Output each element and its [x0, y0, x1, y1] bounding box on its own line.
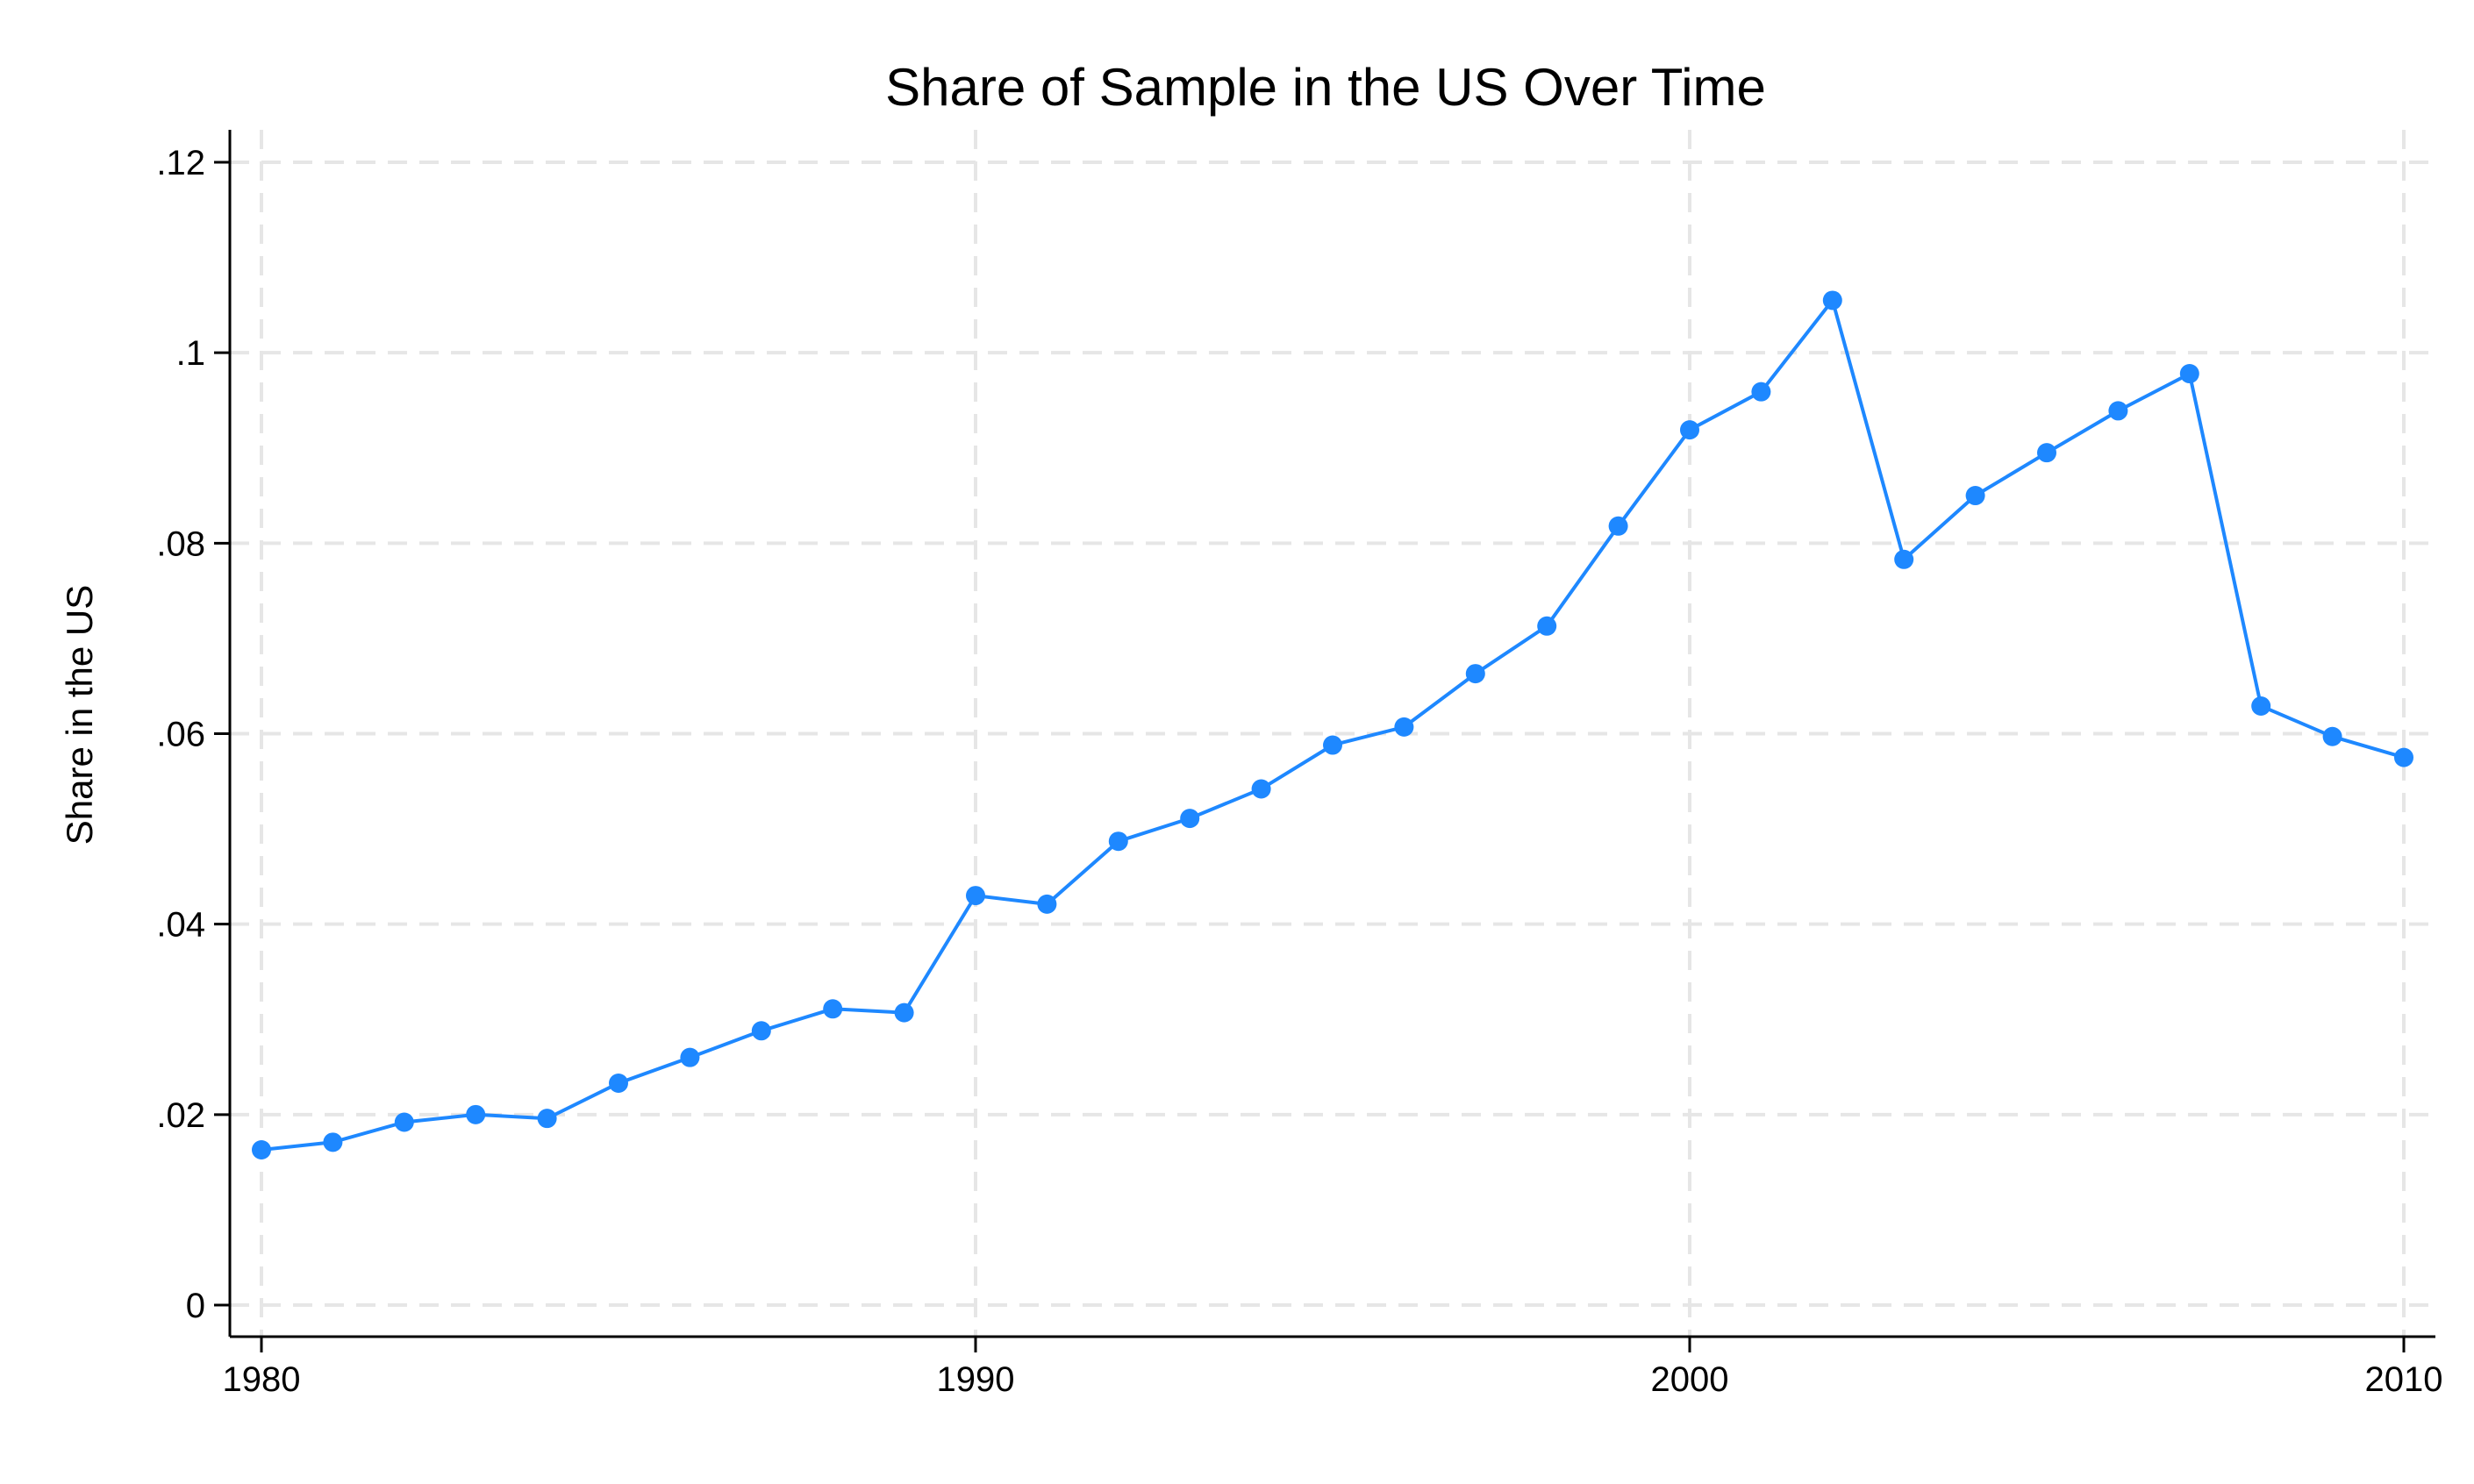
y-tick-label: .04 — [156, 906, 205, 945]
data-point — [2179, 364, 2199, 384]
y-tick-label: .06 — [156, 716, 205, 754]
data-point — [1037, 894, 1057, 914]
series-layer — [252, 290, 2413, 1160]
data-point — [751, 1021, 771, 1041]
data-point — [1180, 809, 1200, 829]
data-point — [2394, 747, 2413, 767]
x-tick-label: 1980 — [223, 1360, 301, 1399]
data-point — [1894, 549, 1914, 569]
data-point — [823, 999, 843, 1019]
y-tick-label: .12 — [156, 144, 205, 182]
data-point — [1965, 486, 1985, 506]
data-point — [1108, 831, 1128, 852]
data-point — [1394, 717, 1414, 737]
grid-layer — [230, 130, 2435, 1337]
y-tick-label: .02 — [156, 1096, 205, 1135]
series-line — [261, 296, 2405, 1152]
y-tick-label: 0 — [186, 1287, 205, 1325]
axes-layer: 0 .02 .04 .06 .08 .1 .12 1980 1990 2000 2010 — [156, 130, 2442, 1399]
data-point — [2037, 443, 2056, 463]
data-point — [966, 886, 985, 906]
data-point — [1465, 664, 1485, 684]
data-point — [680, 1047, 700, 1067]
data-point — [252, 1140, 271, 1160]
y-tick-label: .08 — [156, 524, 205, 563]
data-point — [1751, 382, 1771, 402]
data-point — [1822, 290, 1842, 310]
y-axis-label: Share in the US — [59, 585, 100, 845]
data-point — [2322, 726, 2342, 746]
data-point — [1537, 616, 1557, 636]
data-point — [1680, 420, 1699, 440]
data-point — [323, 1132, 343, 1152]
chart-title: Share of Sample in the US Over Time — [885, 58, 1766, 117]
x-tick-label: 1990 — [937, 1360, 1015, 1399]
data-point — [394, 1112, 414, 1132]
x-tick-label: 2000 — [1651, 1360, 1729, 1399]
data-point — [537, 1109, 557, 1129]
data-point — [466, 1104, 486, 1124]
y-tick-label: .1 — [176, 334, 205, 373]
data-point — [1251, 779, 1271, 799]
x-tick-label: 2010 — [2365, 1360, 2443, 1399]
data-point — [2108, 401, 2128, 421]
data-point — [2251, 696, 2271, 717]
data-point — [894, 1002, 914, 1023]
data-point — [609, 1074, 628, 1094]
data-point — [1323, 735, 1342, 755]
data-point — [1608, 516, 1628, 536]
